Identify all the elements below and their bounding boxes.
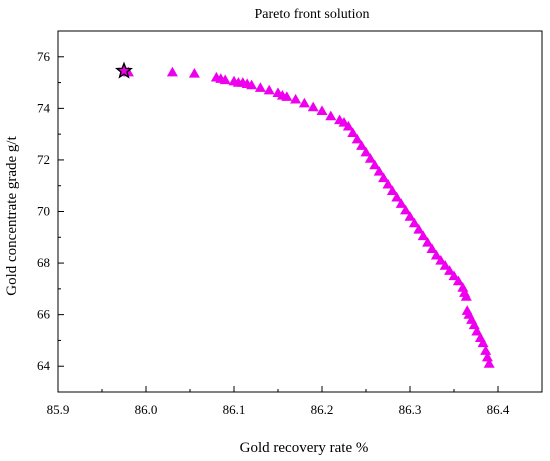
y-tick-label: 72 [37, 152, 50, 167]
x-tick-label: 86.4 [487, 402, 510, 417]
y-tick-label: 64 [37, 358, 51, 373]
pareto-point-triangle [263, 84, 275, 95]
pareto-point-triangle [417, 230, 429, 241]
y-axis-label: Gold concentrate grade g/t [4, 135, 20, 295]
pareto-point-triangle [408, 217, 420, 228]
pareto-point-triangle [281, 91, 293, 101]
pareto-point-triangle [373, 166, 385, 176]
pareto-point-triangle [347, 127, 359, 137]
x-tick-label: 85.9 [47, 402, 70, 417]
plot-axes [57, 30, 543, 393]
pareto-point-triangle [413, 224, 425, 234]
axis-ticks: 85.9 86.0 86.1 86.2 86.3 86.4 64 66 68 70 72 74 76 [37, 30, 543, 417]
x-tick-label: 86.0 [135, 402, 158, 417]
y-tick-label: 70 [37, 204, 50, 219]
pareto-point-triangle [351, 133, 363, 144]
x-tick-label: 86.3 [399, 402, 422, 417]
pareto-point-triangle [254, 82, 266, 92]
pareto-point-triangle [477, 337, 489, 348]
pareto-point-triangle [395, 198, 407, 208]
pareto-point-triangle [444, 265, 456, 275]
pareto-point-triangle [448, 270, 460, 281]
pareto-point-triangle [298, 97, 310, 108]
pareto-point-triangle [426, 243, 438, 254]
pareto-point-triangle [378, 172, 390, 183]
pareto-point-triangle [246, 79, 258, 90]
y-tick-label: 76 [37, 49, 51, 64]
pareto-point-triangle [483, 358, 495, 368]
x-tick-label: 86.1 [223, 402, 246, 417]
y-tick-label: 66 [37, 307, 51, 322]
pareto-point-triangle [382, 178, 394, 189]
pareto-point-triangle [356, 140, 368, 150]
pareto-point-triangle [471, 325, 483, 336]
x-tick-label: 86.2 [311, 402, 334, 417]
pareto-point-triangle [316, 105, 328, 116]
pareto-point-triangle [481, 351, 493, 362]
pareto-point-triangle [460, 291, 472, 301]
pareto-point-triangle [400, 204, 412, 215]
pareto-point-triangle [325, 110, 337, 121]
pareto-point-triangle [369, 159, 381, 170]
pareto-point-triangle [166, 66, 178, 77]
x-axis-label: Gold recovery rate % [240, 440, 369, 456]
pareto-point-triangle [290, 93, 302, 104]
pareto-point-triangle [430, 249, 442, 260]
pareto-point-triangle [452, 275, 464, 286]
pareto-point-triangle [342, 120, 354, 131]
pareto-point-triangle [188, 68, 200, 78]
pareto-point-triangle [422, 236, 434, 247]
pareto-point-triangle [439, 260, 451, 270]
pareto-point-triangle [219, 74, 231, 85]
pareto-point-triangle [480, 345, 492, 355]
y-tick-label: 74 [37, 100, 51, 115]
y-tick-label: 68 [37, 255, 50, 270]
pareto-point-triangle [391, 191, 403, 202]
pareto-point-triangle [364, 153, 376, 163]
pareto-point-triangle [307, 101, 319, 112]
pareto-point-triangle [435, 254, 447, 265]
pareto-point-triangle [386, 185, 398, 195]
pareto-point-triangle [404, 211, 416, 221]
chart-title: Pareto front solution [254, 7, 369, 22]
pareto-point-triangle [360, 146, 372, 157]
data-points [115, 61, 495, 368]
plot-frame [57, 30, 543, 393]
ideal-point-star [115, 61, 133, 79]
